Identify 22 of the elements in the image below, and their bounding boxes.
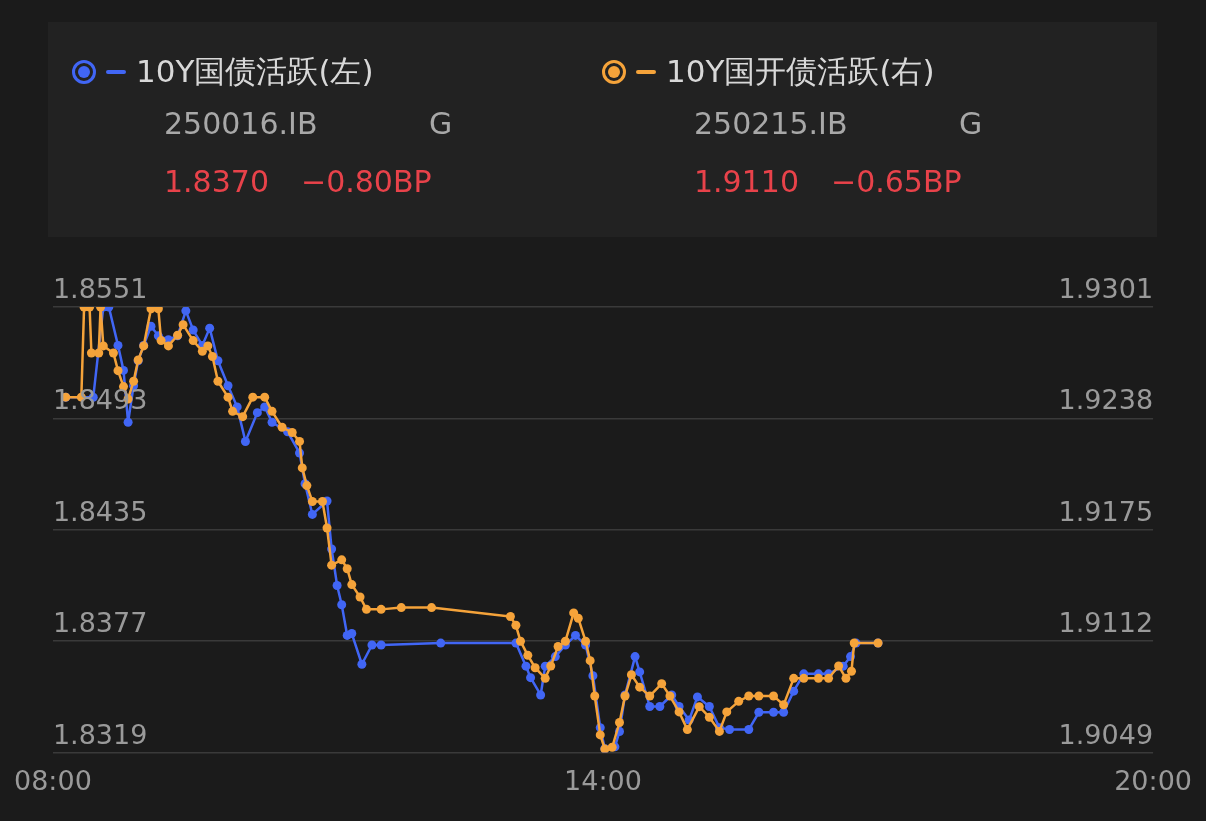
text: G bbox=[429, 105, 453, 141]
y-tick-label: 1.8551 bbox=[52, 273, 148, 305]
x-tick-label: 08:00 bbox=[14, 764, 92, 796]
y2-tick-label: 1.9301 bbox=[1058, 273, 1154, 305]
text: −0.80BP bbox=[301, 163, 432, 199]
y2-tick-label: 1.9112 bbox=[1058, 607, 1154, 639]
y-tick-label: 1.8377 bbox=[52, 607, 148, 639]
legend-label: 10Y国债活跃(左) bbox=[136, 52, 374, 91]
y2-tick-label: 1.9049 bbox=[1058, 718, 1154, 750]
legend-label: 10Y国开债活跃(右) bbox=[666, 52, 935, 91]
text: G bbox=[959, 105, 983, 141]
y-tick-label: 1.8435 bbox=[52, 495, 148, 527]
text: −0.65BP bbox=[831, 163, 962, 199]
text: 1.8370 bbox=[164, 163, 270, 199]
x-tick-label: 20:00 bbox=[1114, 764, 1192, 796]
text: 1.9110 bbox=[694, 163, 800, 199]
x-tick-label: 14:00 bbox=[564, 764, 642, 796]
y-tick-label: 1.8319 bbox=[52, 718, 148, 750]
text: 250215.IB bbox=[694, 105, 849, 141]
text: 250016.IB bbox=[164, 105, 319, 141]
y2-tick-label: 1.9238 bbox=[1058, 384, 1154, 416]
y2-tick-label: 1.9175 bbox=[1058, 495, 1154, 527]
